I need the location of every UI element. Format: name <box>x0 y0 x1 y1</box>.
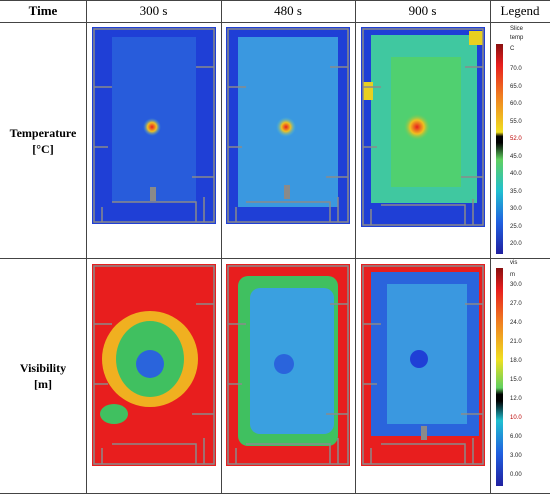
legend-tick: 30.0 <box>510 282 522 288</box>
legend-tick: 52.0 <box>510 136 522 142</box>
legend-tick: 3.00 <box>510 453 522 459</box>
temp-legend-title: Slice <box>510 26 524 32</box>
header-900s: 900 s <box>408 3 437 18</box>
header-divider <box>0 22 550 23</box>
legend-tick: 18.0 <box>510 358 522 364</box>
table-border-top <box>0 0 550 1</box>
legend-tick: 20.0 <box>510 241 522 247</box>
visibility-map-300s <box>92 264 216 466</box>
header-time: Time <box>28 3 58 18</box>
visibility-label: Visibility <box>19 361 67 375</box>
legend-tick: 65.0 <box>510 83 522 90</box>
visibility-unit: [m] <box>34 377 52 391</box>
legend-tick: 21.0 <box>510 339 522 345</box>
visibility-legend: vis m 30.0 27.0 24.0 21.0 18.0 15.0 12.0 10.0 6.… <box>496 260 548 490</box>
legend-tick: 0.00 <box>510 472 522 478</box>
temp-legend-quantity: temp <box>510 35 524 41</box>
legend-tick: 10.0 <box>510 415 522 421</box>
legend-tick: 60.0 <box>510 101 522 107</box>
vis-color-bar <box>496 268 503 486</box>
col-divider-4 <box>490 0 491 494</box>
temp-color-bar <box>496 44 503 254</box>
legend-tick: 6.00 <box>510 434 522 440</box>
legend-tick: 12.0 <box>510 396 522 402</box>
row-divider <box>0 258 550 259</box>
temperature-map-300s <box>92 27 216 224</box>
legend-tick: 27.0 <box>510 301 522 307</box>
temp-legend-unit: C <box>510 46 515 52</box>
header-300s: 300 s <box>139 3 168 18</box>
temperature-unit: [°C] <box>32 141 54 156</box>
row-label-visibility: Visibility [m] <box>0 259 86 493</box>
col-divider-1 <box>86 0 87 494</box>
legend-tick: 25.0 <box>510 223 522 230</box>
col-divider-3 <box>355 0 356 494</box>
temperature-label: Temperature <box>9 125 77 140</box>
temperature-map-900s <box>361 27 485 227</box>
legend-tick: 40.0 <box>510 171 522 177</box>
col-divider-2 <box>221 0 222 494</box>
legend-tick: 35.0 <box>510 188 522 195</box>
visibility-map-900s <box>361 264 485 466</box>
vis-legend-unit: m <box>510 272 515 278</box>
legend-tick: 30.0 <box>510 206 522 212</box>
temperature-map-480s <box>226 27 350 224</box>
header-480s: 480 s <box>274 3 302 18</box>
legend-tick: 70.0 <box>510 66 522 72</box>
temperature-legend: Slice temp C 70.0 65.0 60.0 55.0 52.0 45.0 40.… <box>496 26 548 256</box>
legend-tick: 24.0 <box>510 320 522 326</box>
vis-legend-title: vis <box>510 260 518 266</box>
visibility-map-480s <box>226 264 350 466</box>
legend-tick: 45.0 <box>510 153 522 160</box>
header-legend: Legend <box>500 3 540 18</box>
legend-tick: 15.0 <box>510 377 522 383</box>
legend-tick: 55.0 <box>510 118 522 125</box>
row-label-temperature: Temperature [°C] <box>0 23 86 258</box>
